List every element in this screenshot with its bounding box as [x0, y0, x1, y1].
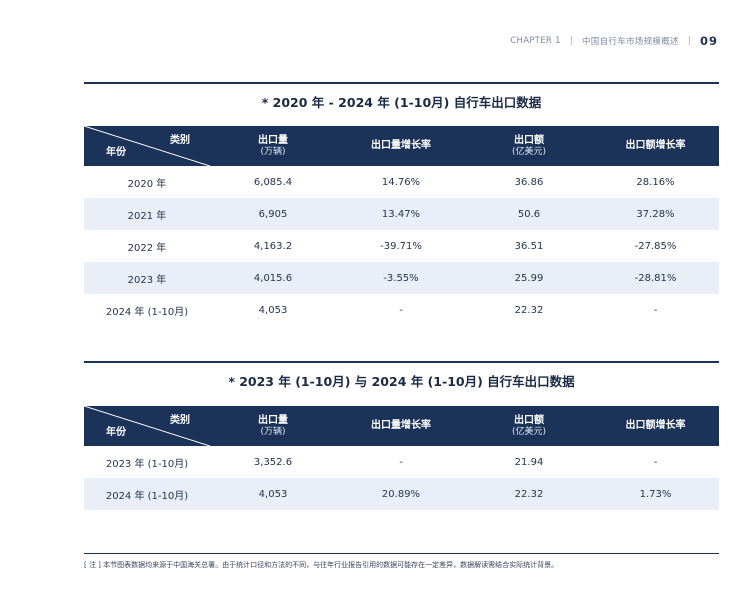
year-cell: 2023 年 — [84, 262, 210, 294]
value-growth-cell: -27.85% — [634, 240, 677, 252]
table-row: 2024 年 (1-10月) 4,053 20.89% 22.32 1.73% — [84, 478, 719, 510]
diagonal-header-cell: 类别 年份 — [84, 406, 210, 446]
volume-growth-column-header: 出口量增长率 — [336, 406, 466, 446]
table-header-row: 类别 年份 出口量 (万辆) 出口量增长率 出口额 (亿美元) 出口额增长率 — [84, 126, 719, 166]
volume-growth-cell: 13.47% — [336, 198, 466, 230]
value-cell: 25.99 — [466, 262, 592, 294]
volume-unit-label: (万辆) — [260, 426, 286, 437]
value-unit-label: (亿美元) — [511, 426, 547, 437]
page-number: 09 — [699, 34, 718, 48]
value-cell: 36.51 — [514, 240, 544, 252]
value-growth-cell: - — [653, 304, 658, 316]
table-row: 2023 年 4,015.6 -3.55% 25.99 -28.81% — [84, 262, 719, 294]
volume-cell: 4,163.2 — [253, 240, 293, 252]
section-label: 中国自行车市场规模概述 — [582, 37, 679, 47]
value-cell: 22.32 — [514, 304, 544, 316]
value-header-label: 出口额 — [514, 134, 544, 146]
table1-title: * 2020 年 - 2024 年 (1-10月) 自行车出口数据 — [261, 95, 542, 110]
chapter-label: CHAPTER 1 — [510, 36, 561, 46]
value-growth-column-header: 出口额增长率 — [592, 406, 719, 446]
header-divider: | — [687, 36, 691, 46]
value-header-label: 出口额 — [514, 414, 544, 426]
table-row: 2023 年 (1-10月) 3,352.6 - 21.94 - — [84, 446, 719, 478]
category-label: 类别 — [170, 415, 190, 426]
table2-title: * 2023 年 (1-10月) 与 2024 年 (1-10月) 自行车出口数… — [228, 374, 575, 389]
volume-cell: 6,905 — [210, 198, 336, 230]
value-growth-column-header: 出口额增长率 — [592, 126, 719, 166]
value-column-header: 出口额 (亿美元) — [466, 406, 592, 446]
value-cell: 36.86 — [514, 176, 544, 188]
footnote: [ 注 ] 本节图表数据均来源于中国海关总署。由于统计口径和方法的不同，与往年行… — [84, 561, 559, 569]
volume-growth-column-header: 出口量增长率 — [336, 126, 466, 166]
value-growth-cell: 37.28% — [592, 198, 719, 230]
value-cell: 21.94 — [514, 456, 544, 468]
table-row: 2020 年 6,085.4 14.76% 36.86 28.16% — [84, 166, 719, 198]
value-column-header: 出口额 (亿美元) — [466, 126, 592, 166]
volume-growth-cell: -3.55% — [336, 262, 466, 294]
value-growth-cell: 1.73% — [592, 478, 719, 510]
year-cell: 2020 年 — [127, 178, 167, 190]
table1-top-rule — [84, 82, 719, 84]
diagonal-header-cell: 类别 年份 — [84, 126, 210, 166]
value-growth-cell: - — [653, 456, 658, 468]
table-row: 2021 年 6,905 13.47% 50.6 37.28% — [84, 198, 719, 230]
volume-growth-cell: -39.71% — [380, 240, 422, 252]
category-label: 类别 — [170, 135, 190, 146]
year-label: 年份 — [106, 427, 126, 438]
footnote-rule — [84, 553, 719, 554]
volume-growth-cell: 20.89% — [336, 478, 466, 510]
volume-cell: 4,015.6 — [210, 262, 336, 294]
value-unit-label: (亿美元) — [511, 146, 547, 157]
export-table-2020-2024: 类别 年份 出口量 (万辆) 出口量增长率 出口额 (亿美元) 出口额增长率 2… — [84, 126, 719, 326]
value-cell: 50.6 — [466, 198, 592, 230]
year-cell: 2021 年 — [84, 198, 210, 230]
volume-column-header: 出口量 (万辆) — [210, 406, 336, 446]
volume-cell: 6,085.4 — [253, 176, 293, 188]
volume-cell: 4,053 — [258, 304, 288, 316]
volume-cell: 4,053 — [210, 478, 336, 510]
volume-growth-cell: - — [399, 304, 403, 316]
value-growth-cell: -28.81% — [592, 262, 719, 294]
volume-unit-label: (万辆) — [260, 146, 286, 157]
table-row: 2024 年 (1-10月) 4,053 - 22.32 - — [84, 294, 719, 326]
volume-cell: 3,352.6 — [253, 456, 293, 468]
header-divider: | — [569, 36, 573, 46]
year-cell: 2024 年 (1-10月) — [84, 478, 210, 510]
diagonal-divider — [84, 126, 210, 166]
year-cell: 2023 年 (1-10月) — [105, 458, 189, 470]
volume-header-label: 出口量 — [258, 134, 288, 146]
table-header-row: 类别 年份 出口量 (万辆) 出口量增长率 出口额 (亿美元) 出口额增长率 — [84, 406, 719, 446]
volume-header-label: 出口量 — [258, 414, 288, 426]
volume-column-header: 出口量 (万辆) — [210, 126, 336, 166]
diagonal-divider — [84, 406, 210, 446]
year-cell: 2022 年 — [127, 242, 167, 254]
table2-top-rule — [84, 361, 719, 363]
value-cell: 22.32 — [466, 478, 592, 510]
volume-growth-cell: 14.76% — [381, 176, 421, 188]
table-row: 2022 年 4,163.2 -39.71% 36.51 -27.85% — [84, 230, 719, 262]
page-header: CHAPTER 1 | 中国自行车市场规模概述 | 09 — [510, 34, 718, 48]
value-growth-cell: 28.16% — [636, 176, 675, 188]
export-table-2023-vs-2024: 类别 年份 出口量 (万辆) 出口量增长率 出口额 (亿美元) 出口额增长率 2… — [84, 406, 719, 510]
year-cell: 2024 年 (1-10月) — [105, 306, 189, 318]
volume-growth-cell: - — [399, 456, 403, 468]
year-label: 年份 — [106, 147, 126, 158]
